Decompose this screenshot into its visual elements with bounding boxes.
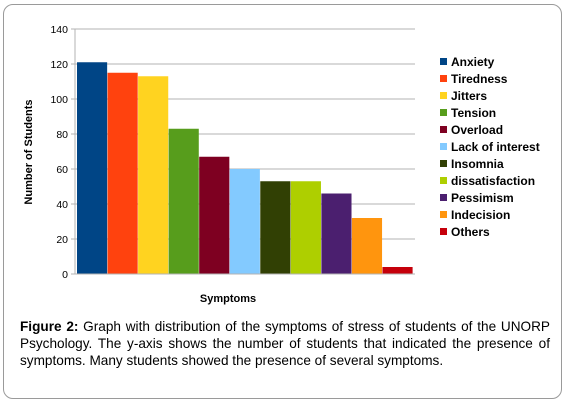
legend-label: Anxiety	[451, 55, 495, 69]
y-tick-label: 40	[56, 199, 68, 211]
y-tick-label: 0	[62, 269, 68, 281]
bars	[77, 62, 413, 274]
bar-insomnia	[260, 181, 291, 274]
y-tick-label: 80	[56, 129, 68, 141]
bar-anxiety	[77, 62, 108, 274]
legend-swatch	[440, 92, 447, 99]
y-tick-label: 140	[50, 24, 68, 36]
legend-label: dissatisfaction	[451, 174, 535, 188]
caption-text: Graph with distribution of the symptoms …	[20, 319, 550, 368]
bar-jitters	[138, 76, 169, 274]
axes	[74, 29, 415, 275]
legend-swatch	[440, 177, 447, 184]
y-axis-label: Number of Students	[23, 99, 35, 204]
y-tick-labels: 0 20 40 60 80 100 120 140	[50, 24, 75, 281]
legend-swatch	[440, 211, 447, 218]
legend-label: Jitters	[451, 89, 487, 103]
legend: Anxiety Tiredness Jitters Tension Overload La…	[440, 55, 540, 239]
y-tick-label: 20	[56, 234, 68, 246]
bar-chart: 0 20 40 60 80 100 120 140 Number of Students Sy…	[23, 24, 540, 305]
legend-label: Insomnia	[451, 157, 504, 171]
bar-tiredness	[107, 72, 138, 274]
bar-indecision	[351, 218, 383, 274]
legend-swatch	[440, 126, 447, 133]
y-tick-label: 60	[56, 164, 68, 176]
legend-swatch	[440, 143, 447, 150]
legend-swatch	[440, 109, 447, 116]
legend-swatch	[440, 58, 447, 65]
legend-swatch	[440, 75, 447, 82]
bar-tension	[168, 128, 199, 274]
bar-overload	[199, 156, 230, 274]
figure-caption: Figure 2: Graph with distribution of the…	[20, 318, 550, 369]
y-tick-label: 120	[50, 59, 68, 71]
legend-label: Pessimism	[451, 191, 514, 205]
bar-pessimism	[321, 193, 352, 274]
bar-lack-of-interest	[229, 169, 260, 274]
legend-label: Tension	[451, 106, 496, 120]
x-axis-label: Symptoms	[200, 293, 256, 305]
legend-swatch	[440, 160, 447, 167]
bar-others	[382, 267, 413, 274]
caption-label: Figure 2:	[20, 319, 79, 334]
legend-label: Others	[451, 225, 490, 239]
legend-label: Indecision	[451, 208, 510, 222]
legend-label: Tiredness	[451, 72, 508, 86]
legend-label: Lack of interest	[451, 140, 540, 154]
legend-swatch	[440, 194, 447, 201]
bar-dissatisfaction	[290, 181, 321, 274]
y-tick-label: 100	[50, 94, 68, 106]
legend-label: Overload	[451, 123, 503, 137]
legend-swatch	[440, 228, 447, 235]
